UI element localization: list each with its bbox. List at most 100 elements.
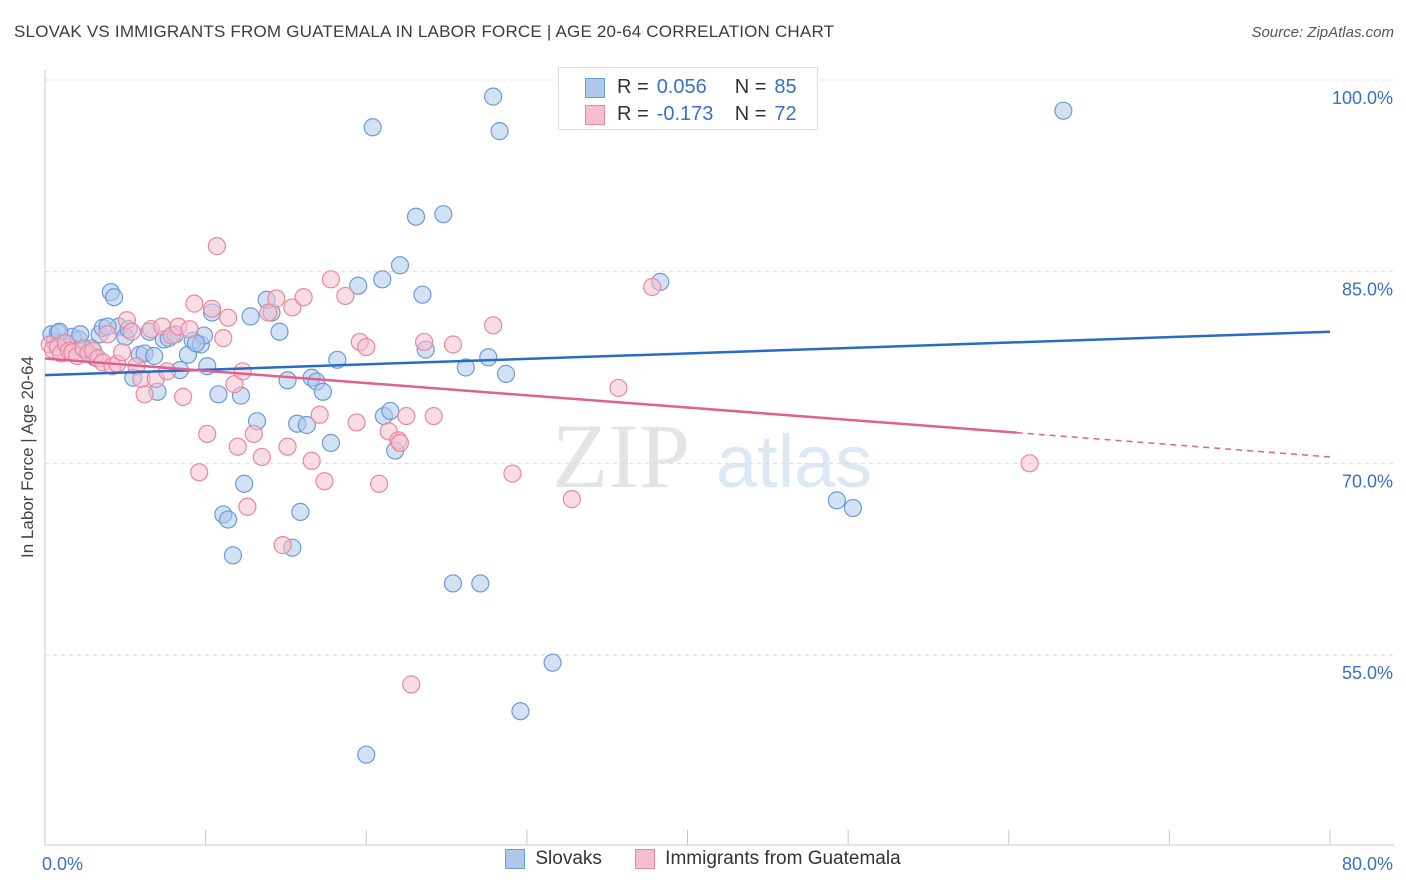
guatemala-point bbox=[402, 675, 421, 694]
y-tick-label: 85.0% bbox=[1342, 280, 1393, 300]
slovaks-point bbox=[490, 122, 509, 141]
guatemala-swatch bbox=[635, 849, 656, 869]
guatemala-point bbox=[643, 277, 662, 297]
slovaks-point bbox=[363, 118, 382, 137]
watermark-atlas: atlas bbox=[716, 420, 872, 503]
guatemala-point bbox=[397, 406, 416, 426]
guatemala-point bbox=[190, 463, 209, 482]
guatemala-swatch bbox=[585, 104, 605, 125]
slovaks-point bbox=[456, 358, 475, 377]
guatemala-point bbox=[562, 490, 581, 509]
slovaks-point bbox=[297, 415, 316, 435]
guatemala-point bbox=[424, 406, 443, 426]
legend-item-guatemala: Immigrants from Guatemala bbox=[635, 848, 901, 870]
slovaks-point bbox=[235, 474, 254, 493]
trend-lines bbox=[44, 330, 1331, 458]
guatemala-point bbox=[503, 464, 522, 483]
watermark: ZIP atlas bbox=[552, 405, 872, 507]
data-points bbox=[40, 77, 1073, 764]
guatemala-point bbox=[207, 237, 226, 256]
slovaks-point bbox=[406, 207, 426, 226]
guatemala-point bbox=[267, 289, 286, 308]
slovaks-point bbox=[413, 285, 432, 304]
n-label: N = bbox=[734, 103, 767, 125]
y-axis-label: In Labor Force | Age 20-64 bbox=[18, 356, 37, 558]
axes: 55.0% 70.0% 85.0% 100.0% 0.0% 80.0% bbox=[42, 70, 1394, 874]
guatemala-point bbox=[294, 288, 313, 307]
slovaks-point bbox=[484, 87, 503, 106]
guatemala-point bbox=[252, 447, 271, 467]
guatemala-point bbox=[347, 413, 366, 432]
stat-row-slovaks: R = 0.056 N = 85 bbox=[585, 76, 797, 99]
slovaks-point bbox=[209, 385, 228, 404]
y-tick-label: 100.0% bbox=[1332, 88, 1393, 108]
guatemala-point bbox=[219, 308, 238, 327]
x-tick-label: 0.0% bbox=[42, 854, 83, 874]
guatemala-point bbox=[321, 270, 341, 289]
slovaks-point bbox=[321, 433, 341, 452]
slovaks-point bbox=[278, 371, 297, 390]
legend-label: Immigrants from Guatemala bbox=[665, 848, 901, 869]
slovaks-point bbox=[479, 348, 498, 367]
guatemala-point bbox=[357, 337, 376, 357]
guatemala-trend-line bbox=[44, 357, 1017, 434]
slovaks-point bbox=[1054, 101, 1073, 120]
guatemala-point bbox=[609, 378, 628, 398]
guatemala-point bbox=[273, 536, 292, 555]
legend-item-slovaks: Slovaks bbox=[505, 848, 602, 870]
r-label: R = bbox=[617, 76, 649, 98]
guatemala-point bbox=[214, 329, 233, 348]
slovaks-point bbox=[349, 276, 368, 295]
guatemala-point bbox=[244, 424, 263, 444]
guatemala-point bbox=[202, 299, 222, 318]
slovaks-point bbox=[223, 546, 243, 565]
slovaks-point bbox=[381, 401, 400, 421]
slovaks-point bbox=[496, 364, 516, 383]
slovaks-point bbox=[291, 502, 310, 521]
bottom-legend: Slovaks Immigrants from Guatemala bbox=[0, 848, 1406, 875]
guatemala-point bbox=[1020, 454, 1039, 473]
guatemala-point bbox=[443, 335, 463, 354]
x-tick-label: 80.0% bbox=[1342, 854, 1393, 874]
chart-title: SLOVAK VS IMMIGRANTS FROM GUATEMALA IN L… bbox=[14, 22, 835, 41]
guatemala-point bbox=[414, 332, 434, 352]
guatemala-point bbox=[302, 451, 321, 470]
guatemala-point bbox=[228, 437, 247, 456]
guatemala-point bbox=[112, 343, 132, 362]
slovaks-point bbox=[471, 574, 490, 593]
guatemala-point bbox=[336, 286, 355, 306]
legend-label: Slovaks bbox=[535, 848, 602, 869]
slovaks-swatch bbox=[505, 849, 526, 869]
guatemala-point bbox=[233, 362, 252, 381]
slovaks-point bbox=[843, 498, 863, 518]
slovaks-point bbox=[511, 702, 530, 721]
slovaks-point bbox=[390, 256, 410, 275]
slovaks-point bbox=[313, 382, 332, 401]
guatemala-point bbox=[185, 294, 204, 313]
guatemala-point bbox=[238, 497, 257, 516]
r-value: -0.173 bbox=[656, 103, 714, 125]
r-value: 0.056 bbox=[656, 76, 707, 98]
guatemala-point bbox=[310, 405, 329, 424]
guatemala-point bbox=[259, 303, 278, 322]
guatemala-point bbox=[315, 472, 334, 491]
r-label: R = bbox=[617, 103, 649, 125]
slovaks-point bbox=[219, 510, 238, 529]
slovaks-point bbox=[241, 307, 260, 326]
stat-row-guatemala: R = -0.173 N = 72 bbox=[585, 103, 797, 126]
guatemala-point bbox=[174, 387, 193, 406]
guatemala-trend-extension bbox=[1016, 431, 1331, 458]
guatemala-point bbox=[370, 474, 389, 493]
source-label: Source: ZipAtlas.com bbox=[1251, 24, 1394, 41]
guatemala-point bbox=[135, 385, 154, 404]
slovaks-point bbox=[373, 270, 392, 289]
guatemala-point bbox=[198, 424, 217, 444]
guatemala-point bbox=[180, 320, 199, 339]
slovaks-point bbox=[443, 574, 463, 593]
slovaks-point bbox=[270, 322, 289, 341]
guatemala-point bbox=[98, 325, 117, 344]
n-value: 72 bbox=[774, 103, 797, 125]
slovaks-point bbox=[357, 745, 376, 764]
n-value: 85 bbox=[774, 76, 797, 98]
